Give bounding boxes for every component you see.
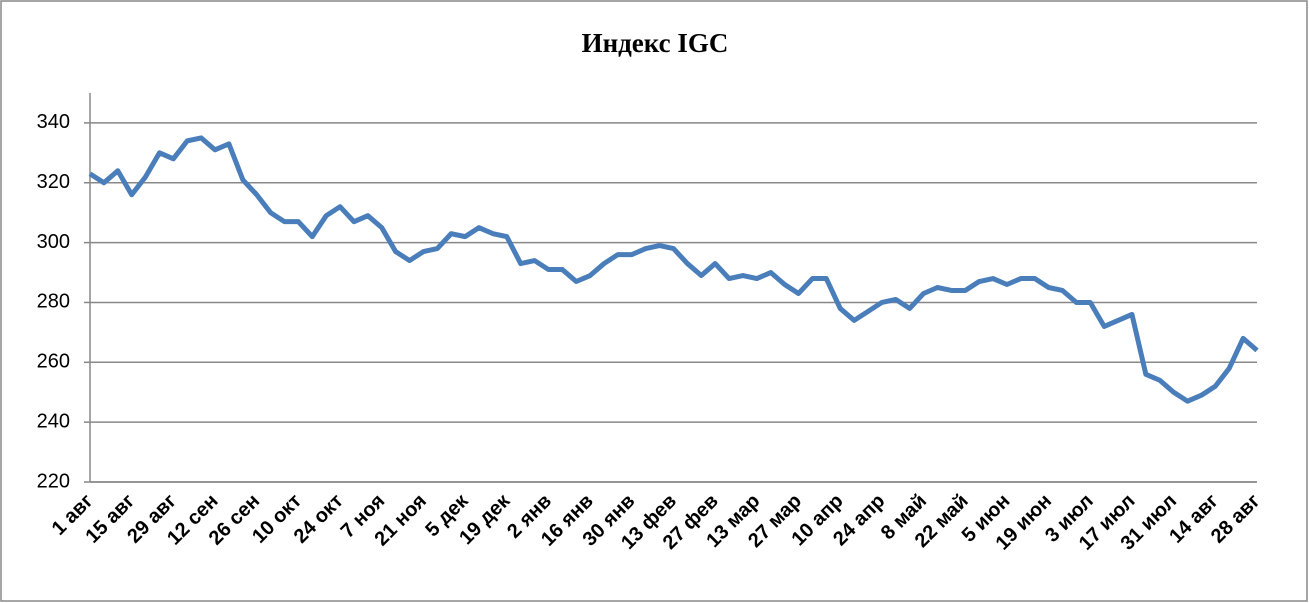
y-tick-label: 300 — [37, 231, 70, 253]
chart-title: Индекс IGC — [582, 28, 729, 58]
y-tick-label: 220 — [37, 470, 70, 492]
data-line — [88, 135, 1259, 404]
y-tick-label: 240 — [37, 410, 70, 432]
y-tick-label: 280 — [37, 291, 70, 313]
y-tick-label: 260 — [37, 351, 70, 373]
y-tick-label: 340 — [37, 111, 70, 133]
y-tick-label: 320 — [37, 171, 70, 193]
